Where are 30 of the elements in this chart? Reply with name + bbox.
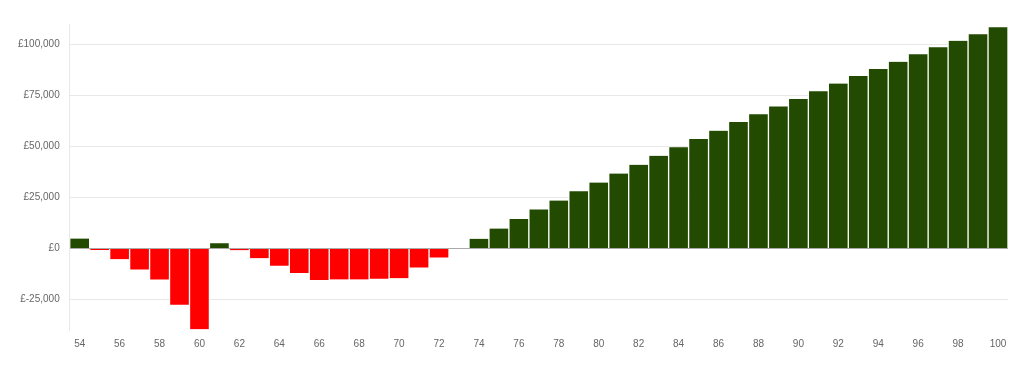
x-tick-label: 100 (989, 337, 1007, 349)
y-tick-label: £25,000 (23, 191, 61, 203)
x-tick-label: 58 (153, 337, 166, 349)
y-tick-label: £0 (48, 242, 61, 254)
x-tick-label: 64 (273, 337, 286, 349)
x-tick-label: 72 (433, 337, 446, 349)
y-tick-label: £100,000 (17, 38, 61, 50)
x-tick-label: 94 (872, 337, 885, 349)
x-tick-label: 76 (513, 337, 525, 349)
x-tick-label: 70 (393, 337, 406, 349)
x-tick-label: 88 (752, 337, 765, 349)
x-tick-label: 86 (712, 337, 725, 349)
x-tick-label: 68 (353, 337, 366, 349)
x-tick-label: 92 (832, 337, 845, 349)
x-tick-label: 56 (114, 337, 126, 349)
x-tick-label: 96 (912, 337, 925, 349)
x-tick-label: 82 (633, 337, 645, 349)
x-tick-label: 98 (952, 337, 965, 349)
y-tick-label: £50,000 (23, 140, 61, 152)
x-tick-label: 74 (473, 337, 485, 349)
x-tick-label: 60 (193, 337, 206, 349)
x-tick-label: 84 (673, 337, 685, 349)
x-tick-label: 78 (553, 337, 565, 349)
x-tick-label: 54 (74, 337, 86, 349)
x-tick-label: 80 (593, 337, 605, 349)
x-tick-label: 90 (792, 337, 805, 349)
x-tick-label: 62 (233, 337, 246, 349)
y-tick-label: £-25,000 (20, 293, 61, 305)
y-tick-label: £75,000 (23, 89, 61, 101)
x-tick-label: 66 (313, 337, 326, 349)
